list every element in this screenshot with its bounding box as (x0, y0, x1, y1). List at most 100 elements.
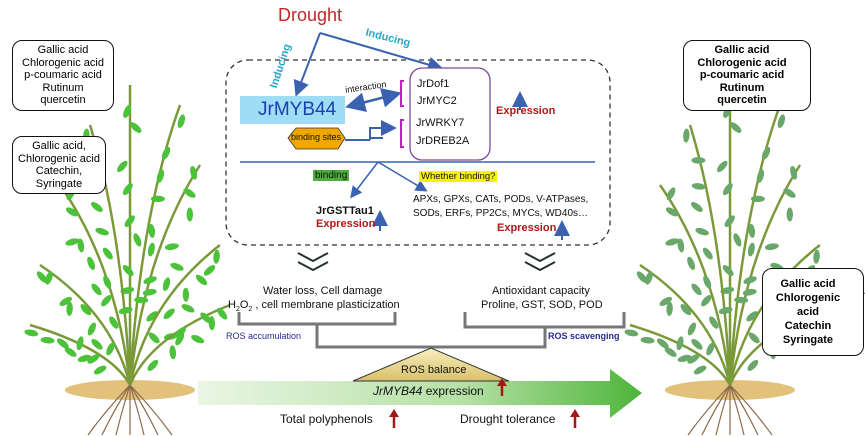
leaf (640, 336, 655, 344)
leaf (170, 262, 184, 271)
partners-box (409, 67, 491, 161)
ros-balance-triangle (352, 347, 510, 382)
leaf (724, 215, 735, 227)
leaf (77, 238, 85, 253)
partner-jrwrky7: JrWRKY7 (416, 117, 465, 129)
jrmyb44-gene-box (240, 96, 345, 124)
ros-accumulation-label: ROS accumulation (226, 331, 302, 341)
bracket-right (463, 312, 626, 329)
leaf (777, 114, 786, 128)
leaf (657, 338, 669, 349)
leaf (748, 223, 756, 238)
expression-bar-label: JrMYB44 expression (373, 384, 484, 398)
leaf (722, 183, 733, 196)
inducing-arrow-right (319, 32, 444, 73)
leaf (91, 202, 103, 212)
leaf (124, 215, 135, 227)
leaf (80, 304, 92, 316)
leaf (217, 307, 228, 320)
leaf (687, 256, 696, 271)
leaf (103, 275, 112, 289)
leaf (77, 354, 92, 363)
leaf (109, 316, 119, 329)
leaf (36, 271, 48, 283)
leaf (665, 207, 679, 217)
leaf (756, 169, 765, 183)
left-callout-top: Gallic acid Chlorogenic acid p-coumaric ac… (12, 40, 114, 111)
leaf (665, 238, 680, 246)
leaf (718, 307, 733, 315)
leaf (146, 311, 158, 322)
leaf (200, 312, 212, 324)
binding-arrow (345, 127, 393, 141)
bracket-bottom (400, 119, 404, 148)
leaf (150, 195, 165, 203)
leaf (683, 128, 690, 143)
left-effects-line2: H2O2 , cell membrane plasticization (228, 299, 400, 314)
leaf (747, 359, 759, 371)
leaf (677, 354, 692, 363)
leaf (813, 249, 820, 264)
leaf (87, 354, 100, 364)
leaf (624, 329, 639, 337)
leaf (57, 338, 69, 349)
leaf (687, 322, 696, 336)
leaf (186, 207, 194, 222)
left-effects-line1: Water loss, Cell damage (263, 285, 383, 297)
leaf (148, 332, 160, 344)
leaf (761, 146, 771, 160)
right-callout-top: Gallic acid Chlorogenic acid p-coumaric ac… (683, 40, 811, 111)
inducing-arrow-left (293, 32, 321, 97)
ros-scavenging-label: ROS scavenging (548, 331, 620, 341)
leaf (93, 365, 107, 375)
leaf (666, 187, 676, 201)
expression-label-gst: Expression (316, 218, 376, 230)
leaf (746, 311, 758, 322)
leaf (790, 165, 798, 180)
leaf (709, 316, 719, 329)
leaf (143, 276, 157, 285)
leaf (645, 271, 653, 285)
leaf (175, 327, 186, 338)
leaf (65, 238, 80, 246)
binding-sites-hexagon (287, 127, 346, 150)
leaf (677, 238, 685, 253)
leaf (162, 277, 171, 292)
leaf (208, 316, 216, 331)
leaf (659, 296, 672, 306)
leaf (706, 342, 715, 356)
right-effects-line2: Proline, GST, SOD, POD (481, 299, 603, 311)
leaf (691, 339, 703, 350)
leaf (722, 265, 734, 277)
leaf (91, 339, 103, 350)
h2o2-h: H (228, 299, 236, 311)
leaf (691, 202, 703, 212)
leaf (118, 307, 133, 315)
leaf (134, 296, 149, 304)
right-effects-line1: Antioxidant capacity (492, 285, 590, 297)
leaf (702, 247, 713, 260)
leaf (95, 227, 109, 236)
leaf (102, 247, 113, 260)
leaf (123, 104, 132, 119)
leaf (163, 308, 175, 320)
leaf (691, 157, 706, 164)
expression-bar-arrow (198, 369, 642, 418)
leaf (117, 160, 128, 173)
leaf (734, 296, 749, 304)
leaf (24, 329, 39, 337)
leaf (733, 233, 742, 247)
partner-jrdof1: JrDof1 (417, 78, 450, 90)
dashed-region (225, 59, 611, 246)
leaf (101, 294, 112, 307)
leaf (87, 322, 96, 336)
leaf (742, 288, 757, 296)
leaf (177, 114, 186, 128)
leaf (687, 354, 700, 364)
right-callout-bottom: Gallic acid Chlorogenic acid Catechin Syrin… (762, 268, 864, 356)
leaf (747, 242, 755, 257)
leaf (147, 359, 159, 371)
bracket-center (315, 324, 547, 349)
leaf (190, 165, 198, 180)
leaf (666, 301, 673, 316)
